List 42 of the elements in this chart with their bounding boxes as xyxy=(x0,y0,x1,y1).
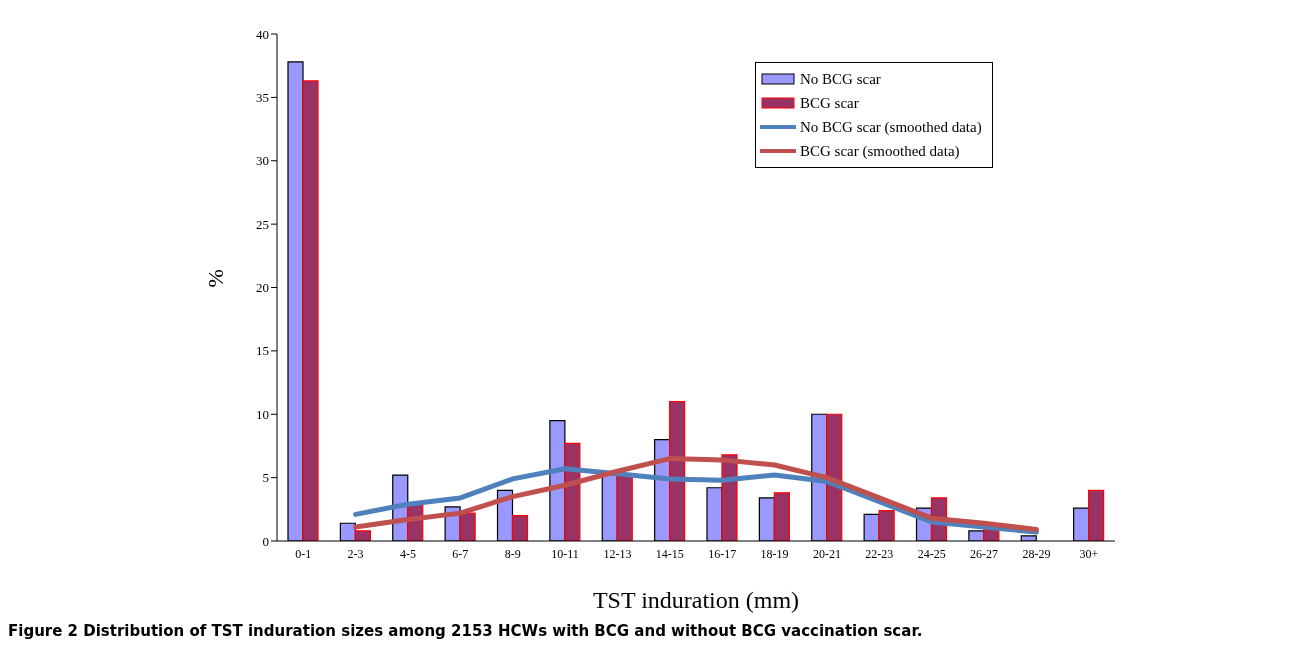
x-tick-label: 22-23 xyxy=(865,546,894,561)
y-tick-label: 40 xyxy=(256,26,269,42)
x-tick-label: 18-19 xyxy=(760,546,789,561)
x-tick-label: 26-27 xyxy=(970,546,999,561)
y-tick-label: 35 xyxy=(256,89,269,105)
x-tick-label: 28-29 xyxy=(1022,546,1051,561)
bar xyxy=(354,530,371,541)
x-tick-label: 4-5 xyxy=(399,546,416,561)
x-tick-label: 0-1 xyxy=(295,546,312,561)
legend-label: No BCG scar xyxy=(800,70,881,88)
y-tick-label: 20 xyxy=(256,280,269,296)
bar xyxy=(826,413,843,541)
y-tick-label: 0 xyxy=(262,533,269,549)
x-tick-label: 30+ xyxy=(1079,546,1099,561)
caption: Figure 2 Distribution of TST induration sizes among 2153 HCWs with BCG and without BCG vaccination scar. xyxy=(8,622,924,640)
x-tick-label: 16-17 xyxy=(708,546,737,561)
y-tick-label: 15 xyxy=(256,343,269,359)
bar xyxy=(616,475,633,541)
legend-label: BCG scar xyxy=(800,94,859,112)
x-tick-label: 24-25 xyxy=(917,546,946,561)
y-tick-label: 10 xyxy=(256,406,269,422)
x-tick-label: 14-15 xyxy=(655,546,684,561)
x-tick-label: 20-21 xyxy=(812,546,841,561)
bar xyxy=(302,80,319,541)
bar xyxy=(773,492,790,541)
x-tick-label: 10-11 xyxy=(551,546,579,561)
bar xyxy=(511,515,529,541)
bar xyxy=(878,509,895,541)
x-tick-label: 8-9 xyxy=(504,546,521,561)
bar xyxy=(1088,489,1105,541)
y-tick-label: 25 xyxy=(256,216,269,232)
x-tick-label: 12-13 xyxy=(603,546,632,561)
bar xyxy=(459,512,476,541)
y-tick-label: 30 xyxy=(256,153,269,169)
bar xyxy=(669,400,686,541)
x-tick-label: 2-3 xyxy=(347,546,364,561)
legend-label: BCG scar (smoothed data) xyxy=(800,142,960,160)
y-axis-title: % xyxy=(202,269,228,288)
x-tick-label: 6-7 xyxy=(452,546,469,561)
y-tick-label: 5 xyxy=(262,470,269,486)
legend-label: No BCG scar (smoothed data) xyxy=(800,118,982,136)
x-axis-title: TST induration (mm) xyxy=(592,587,800,613)
